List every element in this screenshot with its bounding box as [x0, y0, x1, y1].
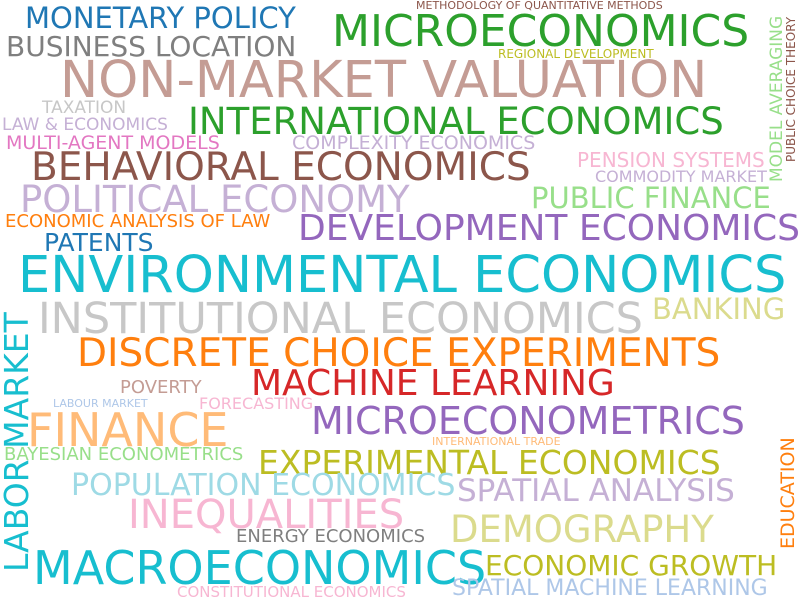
word-finance: FINANCE: [27, 403, 229, 457]
word-labour-market: LABOUR MARKET: [53, 397, 148, 410]
word-constitutional-economics: CONSTITUTIONAL ECONOMICS: [177, 583, 406, 600]
word-inequalities: INEQUALITIES: [128, 492, 405, 538]
word-microeconomics: MICROECONOMICS: [332, 6, 750, 57]
word-international-economics: INTERNATIONAL ECONOMICS: [188, 100, 724, 143]
word-multi-agent-models: MULTI-AGENT MODELS: [6, 132, 220, 154]
word-economic-growth: ECONOMIC GROWTH: [485, 549, 778, 582]
word-forecasting: FORECASTING: [199, 394, 314, 413]
word-banking: BANKING: [652, 292, 786, 326]
word-spatial-machine-learning: SPATIAL MACHINE LEARNING: [452, 576, 768, 600]
word-environmental-economics: ENVIRONMENTAL ECONOMICS: [18, 246, 787, 305]
word-discrete-choice-experiments: DISCRETE CHOICE EXPERIMENTS: [77, 331, 721, 376]
word-energy-economics: ENERGY ECONOMICS: [236, 526, 426, 547]
word-complexity-economics: COMPLEXITY ECONOMICS: [292, 132, 536, 154]
word-economic-analysis-of-law: ECONOMIC ANALYSIS OF LAW: [5, 211, 271, 232]
word-regional-development: REGIONAL DEVELOPMENT: [498, 47, 654, 61]
word-institutional-economics: INSTITUTIONAL ECONOMICS: [38, 294, 643, 344]
word-education: EDUCATION: [777, 437, 799, 549]
word-machine-learning: MACHINE LEARNING: [251, 363, 615, 404]
word-political-economy: POLITICAL ECONOMY: [20, 178, 410, 221]
word-microeconometrics: MICROECONOMETRICS: [311, 399, 745, 443]
word-bayesian-econometrics: BAYESIAN ECONOMETRICS: [4, 444, 244, 465]
word-pension-systems: PENSION SYSTEMS: [577, 148, 765, 172]
word-taxation: TAXATION: [42, 98, 127, 118]
word-law-and-economics: LAW & ECONOMICS: [2, 115, 168, 135]
word-business-location: BUSINESS LOCATION: [6, 30, 297, 63]
word-behavioral-economics: BEHAVIORAL ECONOMICS: [31, 145, 531, 190]
word-international-trade: INTERNATIONAL TRADE: [432, 435, 561, 448]
word-demography: DEMOGRAPHY: [450, 508, 714, 551]
word-methodology-of-quantitative-methods: METHODOLOGY OF QUANTITATIVE METHODS: [416, 0, 663, 12]
word-experimental-economics: EXPERIMENTAL ECONOMICS: [258, 443, 721, 482]
word-labor-market: LABOR MARKET: [0, 312, 36, 572]
word-public-finance: PUBLIC FINANCE: [531, 181, 771, 215]
word-development-economics: DEVELOPMENT ECONOMICS: [298, 208, 800, 249]
word-spatial-analysis: SPATIAL ANALYSIS: [457, 473, 735, 509]
word-public-choice-theory: PUBLIC CHOICE THEORY: [784, 16, 798, 162]
word-monetary-policy: MONETARY POLICY: [25, 1, 296, 35]
word-patents: PATENTS: [44, 228, 154, 257]
word-macroeconomics: MACROECONOMICS: [33, 541, 487, 595]
word-poverty: POVERTY: [120, 377, 202, 398]
word-population-economics: POPULATION ECONOMICS: [71, 468, 456, 503]
word-commodity-market: COMMODITY MARKET: [595, 167, 767, 186]
word-non-market-valuation: NON-MARKET VALUATION: [60, 51, 708, 110]
